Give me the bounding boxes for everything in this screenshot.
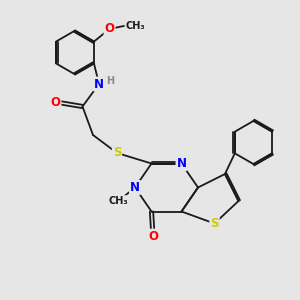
- Text: CH₃: CH₃: [109, 196, 128, 206]
- Text: S: S: [210, 217, 219, 230]
- Text: H: H: [106, 76, 115, 86]
- Text: CH₃: CH₃: [125, 21, 145, 31]
- Text: N: N: [130, 181, 140, 194]
- Text: S: S: [113, 146, 121, 160]
- Text: O: O: [105, 22, 115, 35]
- Text: N: N: [176, 157, 187, 170]
- Text: O: O: [148, 230, 158, 243]
- Text: O: O: [50, 95, 61, 109]
- Text: N: N: [94, 77, 104, 91]
